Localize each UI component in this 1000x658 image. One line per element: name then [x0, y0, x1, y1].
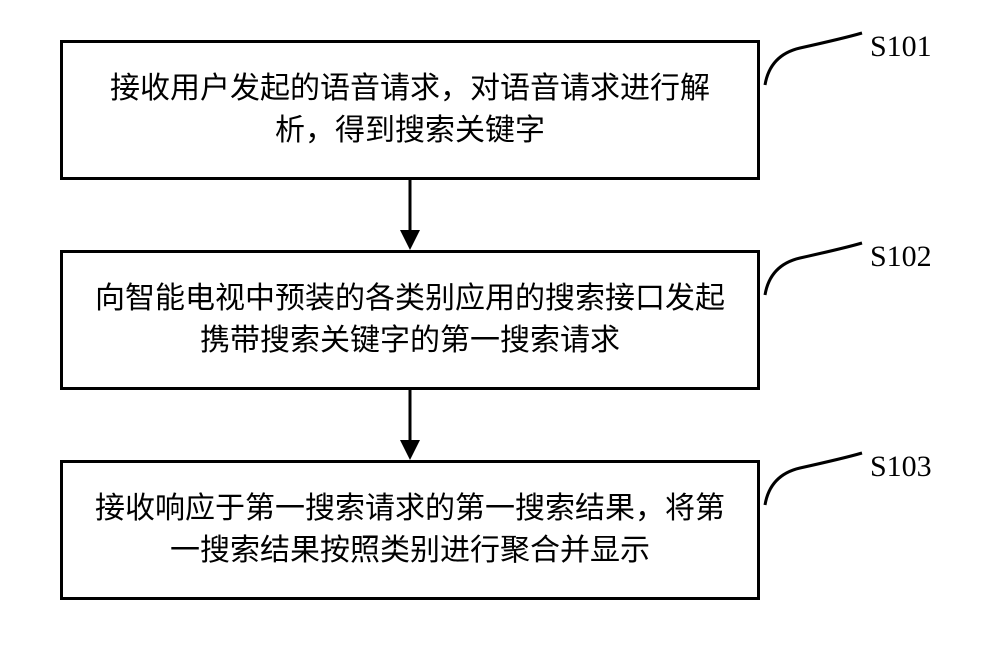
step-label-s103: S103	[870, 450, 932, 484]
step-box-s103: 接收响应于第一搜索请求的第一搜索结果，将第一搜索结果按照类别进行聚合并显示	[60, 460, 760, 600]
arrow-s102-s103	[396, 390, 424, 460]
arrow-s101-s102	[396, 180, 424, 250]
step-box-s101: 接收用户发起的语音请求，对语音请求进行解析，得到搜索关键字	[60, 40, 760, 180]
step-label-s102: S102	[870, 240, 932, 274]
step-box-s102: 向智能电视中预装的各类别应用的搜索接口发起携带搜索关键字的第一搜索请求	[60, 250, 760, 390]
step-text: 向智能电视中预装的各类别应用的搜索接口发起携带搜索关键字的第一搜索请求	[93, 278, 727, 362]
brace-s102	[760, 240, 870, 300]
step-label-s101: S101	[870, 30, 932, 64]
brace-s103	[760, 450, 870, 510]
brace-s101	[760, 30, 870, 90]
step-text: 接收响应于第一搜索请求的第一搜索结果，将第一搜索结果按照类别进行聚合并显示	[93, 488, 727, 572]
flowchart-canvas: 接收用户发起的语音请求，对语音请求进行解析，得到搜索关键字 S101 向智能电视…	[0, 0, 1000, 658]
step-text: 接收用户发起的语音请求，对语音请求进行解析，得到搜索关键字	[93, 68, 727, 152]
